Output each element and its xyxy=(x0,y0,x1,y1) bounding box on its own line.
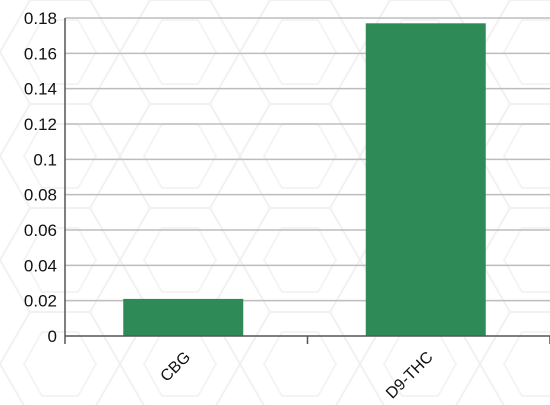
y-tick-label: 0.08 xyxy=(24,186,57,205)
y-tick-label: 0.18 xyxy=(24,9,57,28)
bars xyxy=(123,23,486,337)
y-tick-label: 0 xyxy=(48,327,57,346)
y-tick-label: 0.04 xyxy=(24,256,57,275)
bar-d9-thc xyxy=(365,23,486,337)
axes xyxy=(64,18,550,344)
y-tick-label: 0.12 xyxy=(24,115,57,134)
y-tick-label: 0.14 xyxy=(24,80,57,99)
y-tick-label: 0.02 xyxy=(24,292,57,311)
y-tick-label: 0.06 xyxy=(24,221,57,240)
bar-cbg xyxy=(123,298,244,336)
y-tick-label: 0.16 xyxy=(24,44,57,63)
y-tick-label: 0.1 xyxy=(33,150,57,169)
